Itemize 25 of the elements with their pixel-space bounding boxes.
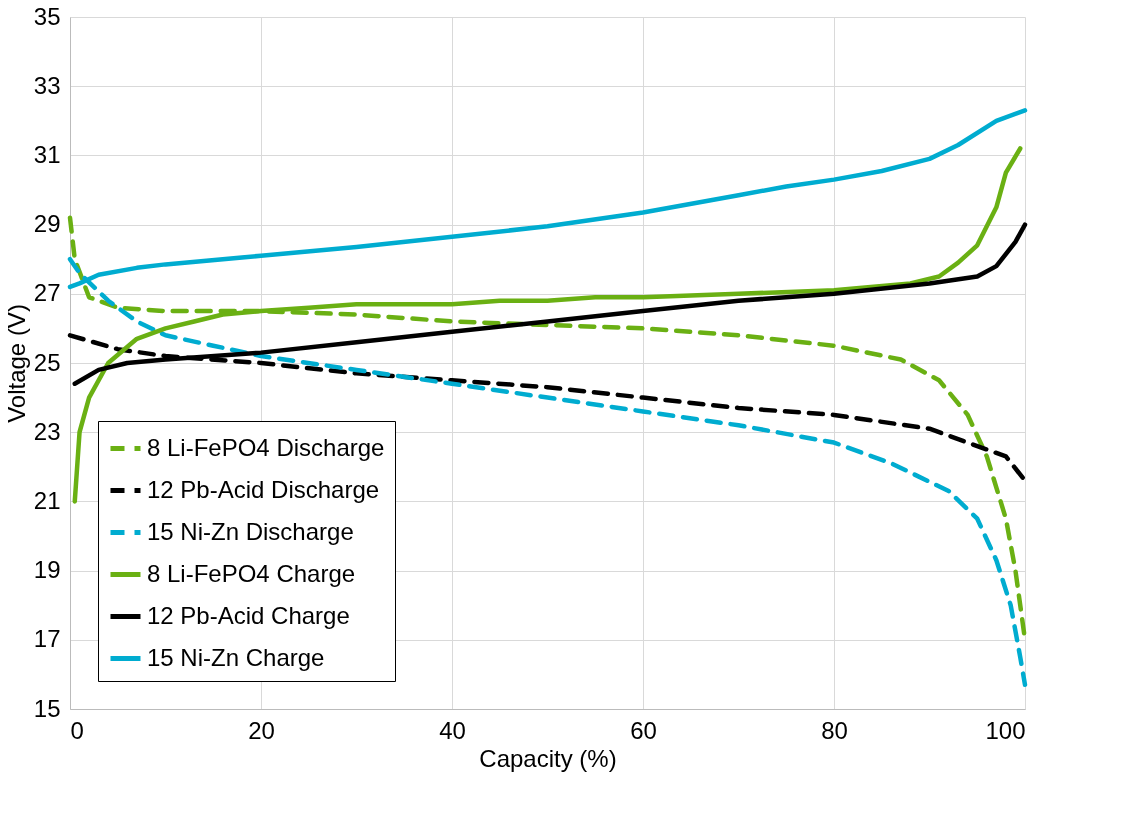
legend-label: 12 Pb-Acid Discharge xyxy=(147,475,380,503)
x-tick-label: 60 xyxy=(630,716,657,744)
legend-label: 8 Li-FePO4 Charge xyxy=(147,559,356,587)
y-tick-label: 19 xyxy=(33,556,61,584)
x-tick-label: 40 xyxy=(439,716,466,744)
x-tick-label: 100 xyxy=(985,716,1026,744)
x-tick-label: 80 xyxy=(821,716,848,744)
y-axis-title: Voltage (V) xyxy=(2,304,30,423)
y-tick-label: 29 xyxy=(33,210,61,238)
x-tick-label: 20 xyxy=(248,716,275,744)
y-tick-label: 27 xyxy=(33,279,61,307)
legend-label: 12 Pb-Acid Charge xyxy=(147,601,350,629)
legend-label: 8 Li-FePO4 Discharge xyxy=(147,433,385,461)
y-tick-label: 23 xyxy=(33,417,61,445)
x-axis-title: Capacity (%) xyxy=(479,744,617,772)
legend-label: 15 Ni-Zn Discharge xyxy=(147,517,354,545)
y-tick-label: 15 xyxy=(33,694,61,722)
y-tick-label: 17 xyxy=(33,625,61,653)
y-tick-label: 33 xyxy=(33,71,61,99)
x-tick-label: 0 xyxy=(70,716,84,744)
y-tick-label: 31 xyxy=(33,140,61,168)
y-tick-label: 35 xyxy=(33,2,61,30)
y-tick-label: 21 xyxy=(33,486,61,514)
y-tick-label: 25 xyxy=(33,348,61,376)
legend-label: 15 Ni-Zn Charge xyxy=(147,643,325,671)
